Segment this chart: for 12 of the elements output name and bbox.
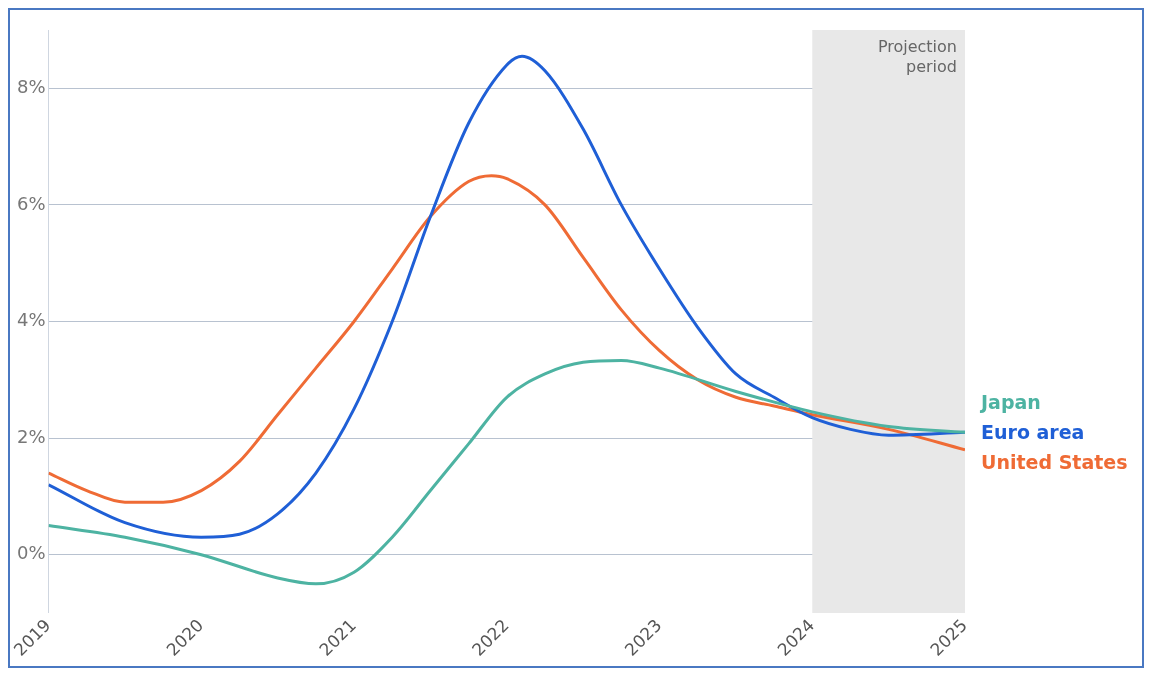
y-tick-label: 4% [16,309,46,331]
line-series [48,54,965,539]
line-series [48,174,965,504]
band-label: Projection period [877,37,957,77]
y-tick-label: 2% [16,425,46,447]
series-label: Euro area [981,421,1085,444]
series-label: Japan [979,391,1041,414]
y-tick-label: 8% [16,75,46,97]
y-tick-label: 6% [16,192,46,214]
line-series [48,359,965,586]
series-label: United States [981,451,1128,474]
y-tick-label: 0% [16,542,46,564]
